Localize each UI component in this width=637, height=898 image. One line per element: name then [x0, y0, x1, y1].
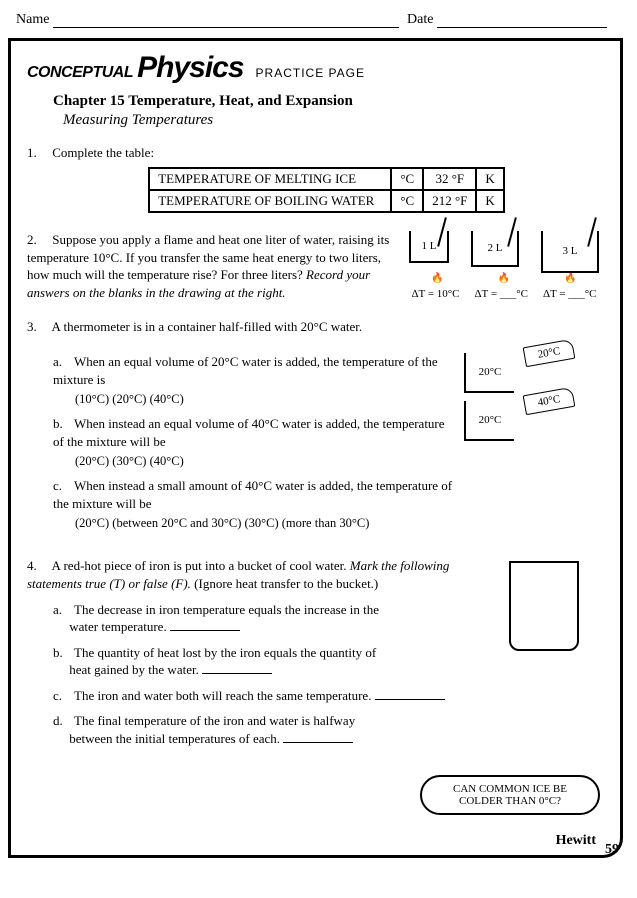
date-field: Date	[407, 12, 607, 28]
q3c: c. When instead a small amount of 40°C w…	[53, 477, 454, 512]
brand-conceptual: CONCEPTUAL	[27, 64, 133, 82]
q1-number: 1.	[27, 145, 49, 161]
cell-k[interactable]: K	[476, 190, 503, 212]
q2-figure: 1 L 2 L 3 L 🔥🔥🔥 ΔT = 10°C ΔT = ___°C ΔT …	[404, 231, 604, 300]
date-label: Date	[407, 12, 433, 28]
row-label: TEMPERATURE OF MELTING ICE	[149, 168, 391, 190]
q4c-blank[interactable]	[375, 699, 445, 700]
table-row: TEMPERATURE OF BOILING WATER °C 212 °F K	[149, 190, 504, 212]
beaker-1l: 1 L	[409, 231, 449, 263]
q4d: d. The final temperature of the iron and…	[53, 712, 476, 747]
question-1: 1. Complete the table: TEMPERATURE OF ME…	[27, 145, 604, 213]
q3a: a. When an equal volume of 20°C water is…	[53, 353, 454, 388]
section-subtitle: Measuring Temperatures	[63, 112, 604, 129]
q4a-blank[interactable]	[170, 630, 240, 631]
bucket-icon	[509, 561, 579, 651]
cell-k[interactable]: K	[476, 168, 503, 190]
q3b: b. When instead an equal volume of 40°C …	[53, 415, 454, 450]
thought-bubble: CAN COMMON ICE BE COLDER THAN 0°C?	[420, 775, 600, 815]
header-fields: Name Date	[0, 12, 637, 38]
q3c-choices[interactable]: (20°C) (between 20°C and 30°C) (30°C) (m…	[75, 516, 454, 531]
row-label: TEMPERATURE OF BOILING WATER	[149, 190, 391, 212]
question-2: 2. Suppose you apply a flame and heat on…	[27, 231, 604, 301]
cell-c[interactable]: °C	[391, 168, 423, 190]
q4a: a. The decrease in iron temperature equa…	[53, 601, 476, 636]
brand-physics: Physics	[137, 51, 243, 85]
brand-row: CONCEPTUAL Physics PRACTICE PAGE	[27, 51, 604, 85]
author-signature: Hewitt	[556, 833, 596, 849]
cell-f: 212 °F	[423, 190, 476, 212]
q3-intro: A thermometer is in a container half-fil…	[52, 319, 363, 334]
q2-number: 2.	[27, 231, 49, 249]
mixing-20c: 20°C 20°C	[464, 353, 514, 393]
question-3: 3. A thermometer is in a container half-…	[27, 319, 604, 539]
name-blank[interactable]	[53, 14, 399, 28]
name-label: Name	[16, 12, 49, 28]
question-4: 4. A red-hot piece of iron is put into a…	[27, 557, 604, 749]
name-field: Name	[16, 12, 399, 28]
q4d-blank[interactable]	[283, 742, 353, 743]
q3-figure: 20°C 20°C 20°C 40°C	[464, 345, 604, 539]
q4b: b. The quantity of heat lost by the iron…	[53, 644, 476, 679]
delta-t-2[interactable]: ΔT = ___°C	[474, 288, 528, 300]
worksheet-page: Name Date CONCEPTUAL Physics PRACTICE PA…	[0, 0, 637, 858]
table-row: TEMPERATURE OF MELTING ICE °C 32 °F K	[149, 168, 504, 190]
q3-number: 3.	[27, 319, 49, 335]
page-number: 59	[605, 842, 619, 858]
temperature-table: TEMPERATURE OF MELTING ICE °C 32 °F K TE…	[148, 167, 505, 213]
date-blank[interactable]	[437, 14, 607, 28]
q3b-choices[interactable]: (20°C) (30°C) (40°C)	[75, 454, 454, 469]
chapter-title: Chapter 15 Temperature, Heat, and Expans…	[53, 93, 604, 110]
brand-subtitle: PRACTICE PAGE	[256, 66, 365, 80]
mixing-40c: 20°C 40°C	[464, 401, 514, 441]
delta-t-1: ΔT = 10°C	[411, 288, 459, 300]
delta-t-3[interactable]: ΔT = ___°C	[543, 288, 597, 300]
q1-text: Complete the table:	[52, 145, 154, 160]
q3a-choices[interactable]: (10°C) (20°C) (40°C)	[75, 392, 454, 407]
q4-number: 4.	[27, 557, 49, 575]
beaker-3l: 3 L	[541, 231, 599, 273]
cell-f: 32 °F	[423, 168, 476, 190]
beaker-2l: 2 L	[471, 231, 519, 267]
q4-figure	[484, 557, 604, 749]
content-frame: CONCEPTUAL Physics PRACTICE PAGE Chapter…	[8, 38, 623, 858]
q4c: c. The iron and water both will reach th…	[53, 687, 476, 705]
cell-c[interactable]: °C	[391, 190, 423, 212]
bubble-text: CAN COMMON ICE BE COLDER THAN 0°C?	[420, 775, 600, 815]
q4b-blank[interactable]	[202, 673, 272, 674]
